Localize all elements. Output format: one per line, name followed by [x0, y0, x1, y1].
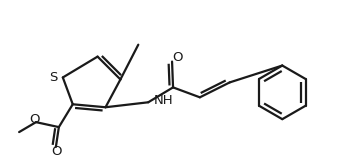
Text: O: O — [52, 145, 62, 158]
Text: O: O — [172, 51, 182, 64]
Text: NH: NH — [154, 94, 174, 107]
Text: O: O — [29, 113, 39, 126]
Text: S: S — [49, 71, 57, 84]
